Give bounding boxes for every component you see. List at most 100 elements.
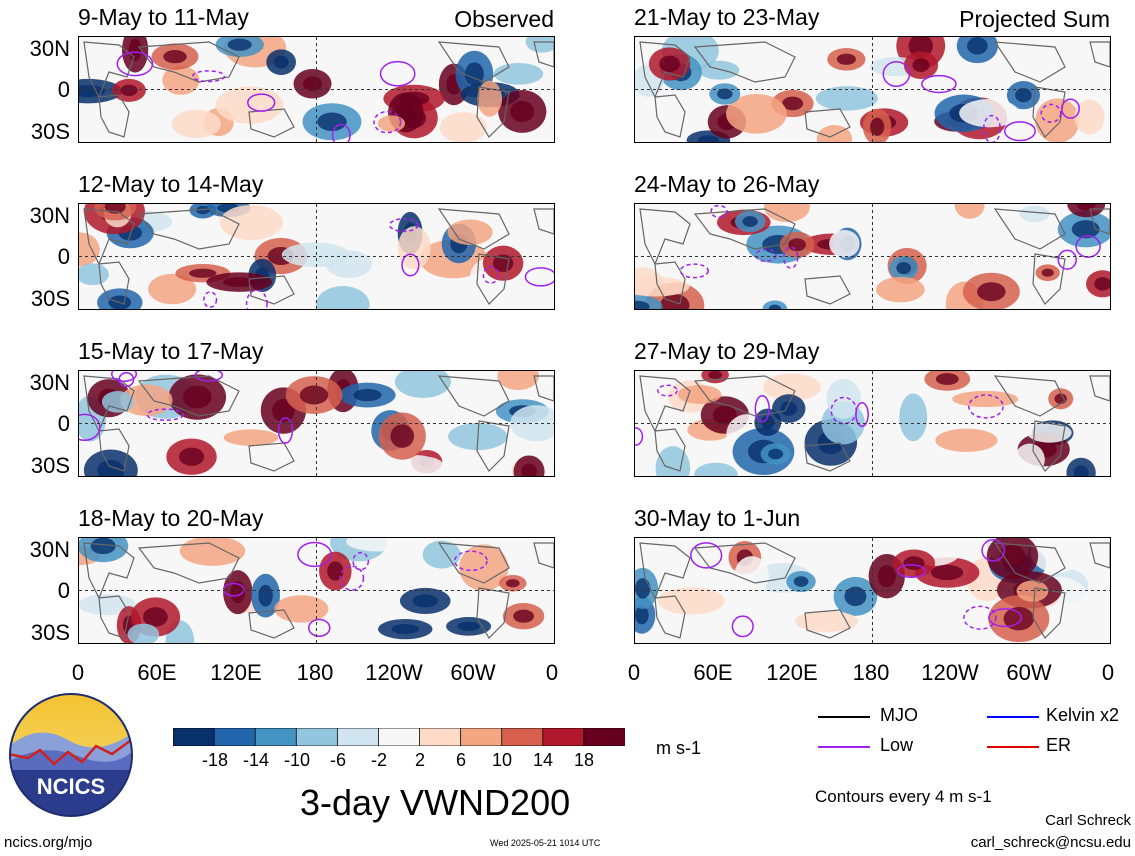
anomaly-core <box>120 84 138 97</box>
legend-label-low: Low <box>880 735 914 755</box>
map-panel-proj-1 <box>634 36 1111 143</box>
lon-label: 60W <box>1006 660 1052 685</box>
lon-label: 60E <box>137 660 177 685</box>
colorbar-tick: 18 <box>573 750 595 770</box>
colorbar-tick: 10 <box>491 750 513 770</box>
continent-outline <box>693 208 796 250</box>
anomaly-patch <box>346 538 409 552</box>
lon-label: 180 <box>296 660 334 685</box>
continent-outline <box>248 442 295 472</box>
low-contour <box>379 60 416 87</box>
anomaly-core <box>708 371 723 380</box>
low-contour <box>710 204 728 219</box>
continent-outline <box>83 542 135 600</box>
anomaly-core <box>635 300 650 309</box>
low-contour <box>373 110 402 134</box>
continent-outline <box>248 108 295 138</box>
low-contour <box>194 371 224 382</box>
anomaly-patch <box>219 204 283 241</box>
anomaly-patch <box>959 99 1020 128</box>
lat-label-eq: 0 <box>57 77 70 102</box>
continent-outline <box>804 442 851 472</box>
low-contour <box>896 564 927 579</box>
anomaly-core <box>1054 393 1067 405</box>
anomaly-patch <box>952 390 1019 408</box>
low-contour <box>1061 98 1080 119</box>
lat-label-30s: 30S <box>30 620 70 645</box>
low-contour <box>1057 249 1077 270</box>
colorbar-swatch <box>460 727 503 747</box>
colorbar-swatch <box>213 727 257 747</box>
anomaly-patch <box>826 378 861 419</box>
continent-outline <box>639 41 691 99</box>
low-contour <box>755 248 777 262</box>
anomaly-patch <box>764 204 810 223</box>
continent-outline <box>639 542 691 600</box>
anomaly-core <box>935 373 959 385</box>
logo-text: NCICS <box>37 774 105 799</box>
low-contour <box>679 263 709 279</box>
panel-title-proj-1: 21-May to 23-May <box>634 4 820 30</box>
anomaly-core <box>659 293 690 309</box>
colorbar-tick: 14 <box>532 750 554 770</box>
anomaly-patch <box>1016 580 1049 602</box>
low-contour <box>731 615 754 638</box>
anomaly-patch <box>383 455 444 476</box>
main-title: 3-day VWND200 <box>300 782 571 823</box>
colorbar-tick: -14 <box>242 750 269 770</box>
map-panel-proj-2 <box>634 203 1111 310</box>
anomaly-core <box>97 459 125 476</box>
lat-label-30n: 30N <box>29 370 70 395</box>
low-contour <box>308 618 331 637</box>
anomaly-patch <box>815 86 878 111</box>
anomaly-patch <box>1074 99 1105 135</box>
anomaly-core <box>635 578 651 599</box>
lat-label-eq: 0 <box>57 578 70 603</box>
low-contour <box>1075 234 1101 258</box>
anomaly-patch <box>1019 205 1050 223</box>
lon-label: 60W <box>450 660 496 685</box>
anomaly-patch <box>655 446 691 476</box>
colorbar-tick: 2 <box>414 750 425 770</box>
anomaly-patch <box>935 428 998 453</box>
anomaly-patch <box>148 273 197 305</box>
author-name: Carl Schreck <box>1045 812 1131 829</box>
anomaly-patch <box>910 610 948 643</box>
anomaly-patch <box>179 538 246 566</box>
anomaly-core <box>697 135 720 142</box>
continent-outline <box>1032 420 1066 472</box>
continent-outline <box>639 375 691 433</box>
continent-outline <box>437 41 510 83</box>
anomaly-patch <box>171 109 221 139</box>
panel-title-obs-1: 9-May to 11-May <box>78 4 249 30</box>
anomaly-core <box>327 561 344 581</box>
anomaly-core <box>196 205 210 215</box>
continent-outline <box>639 208 691 266</box>
lat-label-eq: 0 <box>57 411 70 436</box>
continent-outline <box>804 609 851 639</box>
colorbar-tick: -10 <box>283 750 310 770</box>
lat-label-30n: 30N <box>29 36 70 61</box>
anomaly-core <box>782 96 804 111</box>
continent-outline <box>437 542 510 584</box>
continent-outline <box>137 375 240 417</box>
anomaly-patch <box>162 65 200 95</box>
lat-label-eq: 0 <box>57 244 70 269</box>
legend-label-er: ER <box>1046 735 1072 755</box>
anomaly-patch <box>79 232 100 267</box>
low-contour <box>1003 121 1036 142</box>
anomaly-core <box>513 609 534 623</box>
projected-sum-label: Projected Sum <box>959 6 1110 32</box>
low-contour <box>116 51 154 77</box>
anomaly-core <box>457 621 480 632</box>
continent-outline <box>654 261 686 305</box>
legend-label-mjo: MJO <box>880 705 918 725</box>
map-panel-proj-3 <box>634 370 1111 477</box>
anomaly-patch <box>635 276 690 297</box>
anomaly-core <box>870 117 885 136</box>
panel-title-proj-4: 30-May to 1-Jun <box>634 505 801 531</box>
continent-outline <box>993 208 1066 250</box>
low-contour <box>635 427 644 446</box>
colorbar-swatch <box>419 727 462 747</box>
low-contour <box>524 267 554 287</box>
